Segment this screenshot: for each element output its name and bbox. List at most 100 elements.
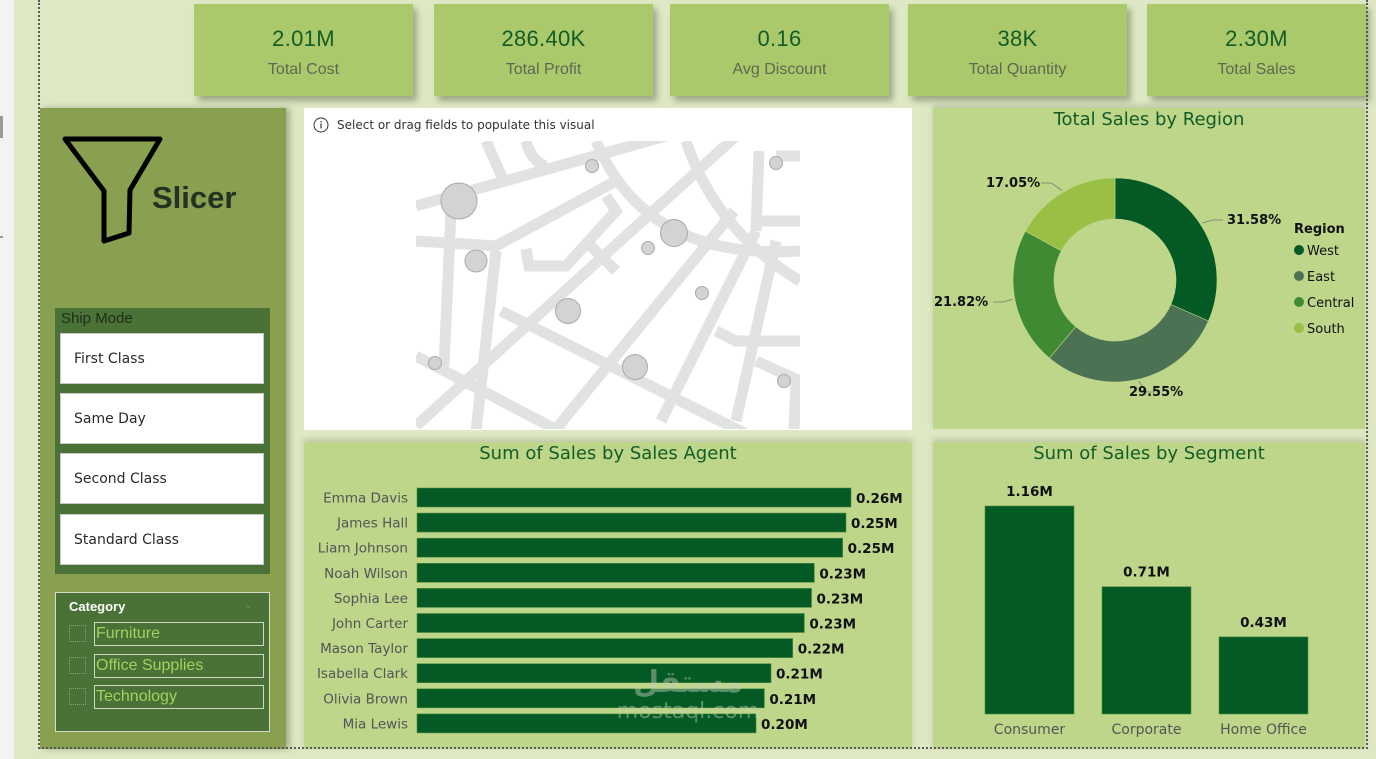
kpi-card-total-sales[interactable]: 2.30M Total Sales xyxy=(1147,4,1366,96)
legend-item-south[interactable]: South xyxy=(1294,322,1345,337)
map-bubble xyxy=(641,241,655,255)
legend-label: East xyxy=(1307,270,1335,285)
kpi-label: Total Cost xyxy=(267,61,340,78)
bar[interactable] xyxy=(416,713,757,734)
chevron-down-icon[interactable]: ⌄ xyxy=(243,598,253,611)
map-bubble xyxy=(777,374,791,388)
map-bubble xyxy=(464,249,488,273)
map-bubble xyxy=(695,286,709,300)
category-label: Mason Taylor xyxy=(320,641,408,657)
category-slicer: Category ⌄ Furniture Office Supplies Tec… xyxy=(55,592,270,732)
data-label: 29.55% xyxy=(1129,385,1183,400)
data-label: 0.25M xyxy=(848,541,895,557)
donut-slice-south[interactable] xyxy=(1025,177,1116,252)
sales-agent-bar-chart: Emma Davis James Hall Liam Johnson Noah Wil… xyxy=(317,487,903,734)
bar[interactable] xyxy=(1218,636,1309,715)
legend-item-east[interactable]: East xyxy=(1294,270,1335,285)
category-label: James Hall xyxy=(336,516,408,532)
checkbox[interactable] xyxy=(69,688,86,705)
data-label: 0.25M xyxy=(851,516,898,532)
donut-slice-east[interactable] xyxy=(1048,304,1209,383)
legend-label: West xyxy=(1307,244,1339,259)
kpi-card-avg-discount[interactable]: 0.16 Avg Discount xyxy=(670,4,889,96)
legend-marker xyxy=(1294,323,1304,333)
segment-bar-card[interactable]: Sum of Sales by Segment 1.16M 0.71M 0.43M … xyxy=(933,442,1365,749)
ship-mode-same-day-button[interactable]: Same Day xyxy=(60,393,264,444)
ship-mode-second-class-button[interactable]: Second Class xyxy=(60,453,264,504)
bar[interactable] xyxy=(1101,586,1192,715)
category-label: John Carter xyxy=(331,616,408,632)
bar[interactable] xyxy=(416,537,843,558)
legend-item-west[interactable]: West xyxy=(1294,244,1339,259)
slicer-title: Slicer xyxy=(152,180,237,215)
leader-line xyxy=(1041,182,1063,191)
data-label: 17.05% xyxy=(986,176,1040,191)
category-option-technology[interactable]: Technology xyxy=(69,685,264,709)
leader-line xyxy=(993,298,1013,303)
data-label: 0.71M xyxy=(1123,565,1170,581)
map-bubble xyxy=(660,219,688,247)
category-label: Liam Johnson xyxy=(318,541,408,557)
category-option-furniture[interactable]: Furniture xyxy=(69,622,264,646)
ship-mode-first-class-button[interactable]: First Class xyxy=(60,333,264,384)
chart-title: Total Sales by Region xyxy=(1053,109,1245,130)
category-label: Consumer xyxy=(994,722,1066,738)
checkbox[interactable] xyxy=(69,657,86,674)
chart-title: Sum of Sales by Sales Agent xyxy=(479,443,737,464)
category-label: Sophia Lee xyxy=(334,591,408,607)
sales-agent-bar-card[interactable]: Sum of Sales by Sales Agent Emma Davis Ja… xyxy=(304,442,912,749)
map-bubble xyxy=(555,298,581,324)
kpi-value: 2.01M xyxy=(272,26,335,51)
checkbox[interactable] xyxy=(69,625,86,642)
kpi-value: 2.30M xyxy=(1225,26,1288,51)
kpi-label: Total Profit xyxy=(505,61,582,78)
region-donut-card[interactable]: Total Sales by Region 31.58% 29.55% 21.82%… xyxy=(933,108,1365,429)
kpi-card-total-profit[interactable]: 286.40K Total Profit xyxy=(434,4,653,96)
map-bubbles xyxy=(428,156,791,388)
data-label: 31.58% xyxy=(1227,213,1281,228)
data-label: 21.82% xyxy=(934,295,988,310)
category-label: Corporate xyxy=(1112,722,1182,738)
map-bubble xyxy=(440,182,478,220)
kpi-label: Total Quantity xyxy=(968,61,1067,78)
bar[interactable] xyxy=(416,487,852,508)
kpi-card-total-cost[interactable]: 2.01M Total Cost xyxy=(194,4,413,96)
leader-line xyxy=(1138,381,1155,393)
bar[interactable] xyxy=(416,512,847,533)
bar[interactable] xyxy=(416,688,765,709)
map-bubble xyxy=(585,159,599,173)
data-label: 0.43M xyxy=(1240,615,1287,631)
data-label: 1.16M xyxy=(1006,484,1053,500)
bar[interactable] xyxy=(416,588,812,608)
left-strip-marker xyxy=(0,116,3,138)
kpi-card-total-quantity[interactable]: 38K Total Quantity xyxy=(908,4,1127,96)
bar[interactable] xyxy=(416,613,805,633)
data-label: 0.23M xyxy=(819,566,866,582)
legend-label: Central xyxy=(1307,296,1354,311)
category-header: Category xyxy=(69,599,126,614)
donut-slice-west[interactable] xyxy=(1114,177,1218,322)
kpi-value: 286.40K xyxy=(501,26,586,51)
kpi-value: 0.16 xyxy=(757,26,802,51)
bar[interactable] xyxy=(984,505,1075,715)
data-label: 0.23M xyxy=(809,617,856,633)
map-bubble xyxy=(622,354,648,380)
ship-mode-standard-class-button[interactable]: Standard Class xyxy=(60,514,264,565)
category-label: Mia Lewis xyxy=(343,716,408,732)
left-strip-marker xyxy=(0,236,3,238)
info-icon xyxy=(313,117,329,133)
bar[interactable] xyxy=(416,638,793,658)
category-option-office-supplies[interactable]: Office Supplies xyxy=(69,654,264,678)
map-visual-placeholder[interactable]: Select or drag fields to populate this v… xyxy=(304,108,912,430)
map-streets xyxy=(416,141,800,429)
segment-bar-chart: 1.16M 0.71M 0.43M Consumer Corporate Home Of… xyxy=(984,484,1309,738)
category-label: Emma Davis xyxy=(323,491,408,507)
kpi-label: Total Sales xyxy=(1217,61,1296,78)
bar[interactable] xyxy=(416,663,772,683)
placeholder-text: Select or drag fields to populate this v… xyxy=(337,118,595,132)
bar[interactable] xyxy=(416,563,815,583)
legend-item-central[interactable]: Central xyxy=(1294,296,1354,311)
legend-marker xyxy=(1294,271,1304,281)
chart-title: Sum of Sales by Segment xyxy=(1033,443,1265,464)
legend-label: South xyxy=(1307,322,1345,337)
